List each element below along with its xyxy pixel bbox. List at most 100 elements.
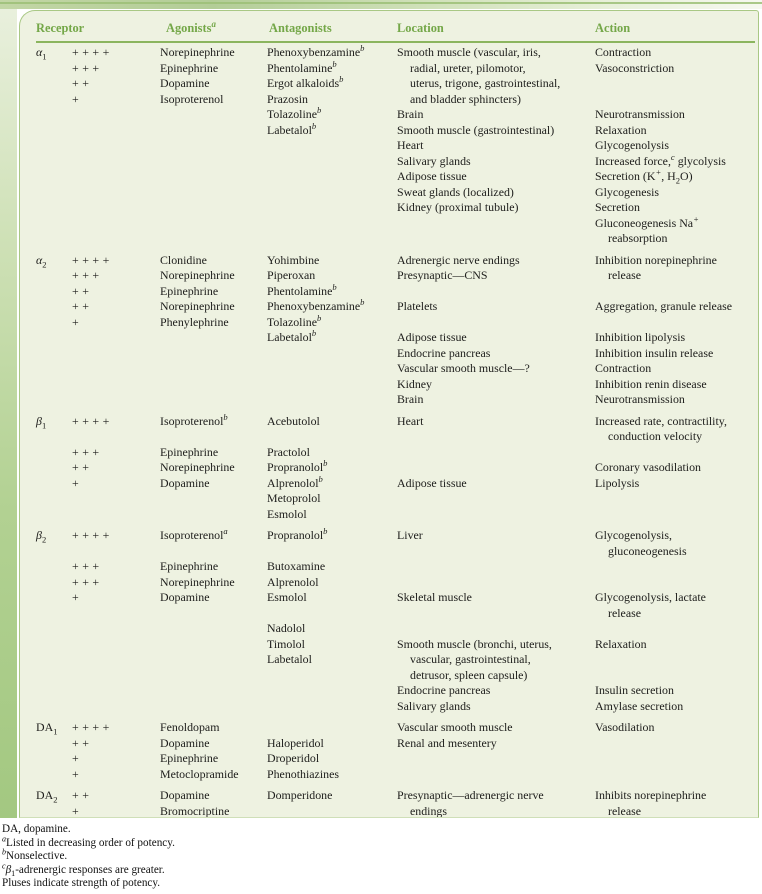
cell-agonist: Isoproterenol xyxy=(160,91,224,106)
receptor-section: α1 ++++ Norepinephrine Phenoxybenzamineb Smo… xyxy=(36,43,756,247)
cell-agonist: Norepinephrine xyxy=(160,574,235,589)
cell-action: Relaxation xyxy=(595,636,647,651)
table-row: release xyxy=(36,606,756,622)
cell-potency xyxy=(72,107,160,123)
cell-antagonist: Phenoxybenzamineb xyxy=(267,43,365,59)
receptor-section: β2 ++++ Isoproterenola Propranololb Liver Gly… xyxy=(36,527,756,715)
receptor-section: β1 ++++ Isoproterenolb Acebutolol Heart Incre… xyxy=(36,411,756,523)
cell-agonist: Dopamine xyxy=(160,590,210,604)
cell-action: Inhibition lipolysis xyxy=(595,330,686,344)
cell-potency: ++++ xyxy=(72,528,113,542)
cell-agonist: Norepinephrine xyxy=(160,460,235,474)
table-row: Endocrine pancreas Inhibition insulin rel… xyxy=(36,346,756,362)
left-decoration-stripe xyxy=(0,9,17,818)
cell-potency: ++ xyxy=(72,788,93,802)
cell-location: Platelets xyxy=(397,299,438,313)
cell-potency: ++ xyxy=(72,299,93,313)
table-row: Kidney (proximal tubule) Secretion xyxy=(36,200,756,216)
cell-antagonist xyxy=(267,392,397,408)
cell-potency: ++ xyxy=(72,283,93,298)
header-antagonists: Antagonists xyxy=(269,21,332,35)
cell-potency: +++ xyxy=(72,444,103,459)
table-row: Salivary glands Amylase secretion xyxy=(36,699,756,715)
cell-potency xyxy=(72,429,160,445)
cell-receptor xyxy=(36,92,72,108)
cell-antagonist: Phenothiazines xyxy=(267,766,339,781)
cell-potency: + xyxy=(72,766,83,781)
cell-location: uterus, trigone, gastrointestinal, xyxy=(410,76,561,90)
cell-location: Kidney xyxy=(397,376,433,391)
table-row: +++ Epinephrine Phentolamineb radial, urete… xyxy=(36,59,756,77)
cell-antagonist xyxy=(267,606,397,622)
cell-agonist xyxy=(160,606,267,622)
cell-action: Inhibition insulin release xyxy=(595,345,714,360)
cell-action xyxy=(595,652,756,668)
cell-location: Smooth muscle (bronchi, uterus, xyxy=(397,636,552,651)
cell-agonist xyxy=(160,507,267,523)
cell-receptor xyxy=(36,107,72,123)
table-row: + Isoproterenol Prazosin and bladder sphinc… xyxy=(36,92,756,108)
cell-receptor xyxy=(36,460,72,476)
cell-location: Adipose tissue xyxy=(397,169,467,183)
table-row: Esmolol xyxy=(36,507,756,523)
cell-location xyxy=(397,507,595,523)
cell-receptor xyxy=(36,445,72,461)
cell-receptor xyxy=(36,736,72,752)
cell-agonist xyxy=(160,544,267,560)
cell-location xyxy=(397,621,595,637)
table-row: ++ Epinephrine Phentolamineb xyxy=(36,282,756,300)
cell-location: Endocrine pancreas xyxy=(397,345,491,360)
cell-potency: + xyxy=(72,91,83,106)
cell-potency xyxy=(72,138,160,154)
cell-agonist: Clonidine xyxy=(160,252,207,267)
table-row: Salivary glands Increased force,c glycoly… xyxy=(36,152,756,170)
cell-location: Skeletal muscle xyxy=(397,590,472,604)
cell-agonist xyxy=(160,377,267,393)
table-row: α1 ++++ Norepinephrine Phenoxybenzamineb Smo… xyxy=(36,43,756,61)
cell-action: release xyxy=(608,268,642,282)
cell-action xyxy=(595,751,756,767)
cell-receptor xyxy=(36,123,72,139)
cell-receptor xyxy=(36,76,72,92)
cell-antagonist: Timolol xyxy=(267,636,305,651)
table-row: Sweat glands (localized) Glycogenesis xyxy=(36,185,756,201)
cell-receptor xyxy=(36,361,72,377)
cell-location: Renal and mesentery xyxy=(397,735,497,750)
cell-location: Presynaptic—CNS xyxy=(397,268,488,282)
cell-potency xyxy=(72,683,160,699)
cell-agonist xyxy=(160,392,267,408)
cell-potency xyxy=(72,621,160,637)
cell-antagonist: Esmolol xyxy=(267,506,307,521)
cell-antagonist xyxy=(267,668,397,684)
cell-potency: ++++ xyxy=(72,252,113,267)
cell-receptor xyxy=(36,138,72,154)
cell-action xyxy=(595,621,756,637)
cell-antagonist: Tolazolineb xyxy=(267,312,322,329)
cell-location xyxy=(397,231,595,247)
cell-location: Liver xyxy=(397,528,423,542)
cell-agonist xyxy=(160,668,267,684)
cell-agonist: Isoproterenolb xyxy=(160,411,228,428)
table-row: detrusor, spleen capsule) xyxy=(36,668,756,684)
cell-antagonist: Alprenolol xyxy=(267,574,319,589)
cell-potency: ++ xyxy=(72,76,93,90)
cell-action: reabsorption xyxy=(608,231,668,245)
cell-action: Increased rate, contractility, xyxy=(595,413,727,428)
cell-location: endings xyxy=(410,803,447,818)
cell-antagonist: Yohimbine xyxy=(267,252,320,267)
cell-agonist xyxy=(160,185,267,201)
cell-receptor xyxy=(36,804,72,818)
cell-action: Vasodilation xyxy=(595,720,655,734)
cell-agonist: Epinephrine xyxy=(160,559,219,573)
receptor-section: α2 ++++ Clonidine Yohimbine Adrenergic nerve… xyxy=(36,253,756,408)
cell-receptor xyxy=(36,590,72,606)
cell-agonist xyxy=(160,699,267,715)
cell-location xyxy=(397,445,595,461)
receptor-section: DA2 ++ Dopamine Domperidone Presynaptic—adre… xyxy=(36,788,756,818)
table-row: Tolazolineb Brain Neurotransmission xyxy=(36,106,756,123)
cell-action: Gluconeogenesis Na+ xyxy=(595,213,699,230)
cell-antagonist xyxy=(267,429,397,445)
cell-agonist xyxy=(160,637,267,653)
cell-potency xyxy=(72,330,160,346)
table-row: +++ Norepinephrine Piperoxan Presynaptic—CN… xyxy=(36,268,756,284)
